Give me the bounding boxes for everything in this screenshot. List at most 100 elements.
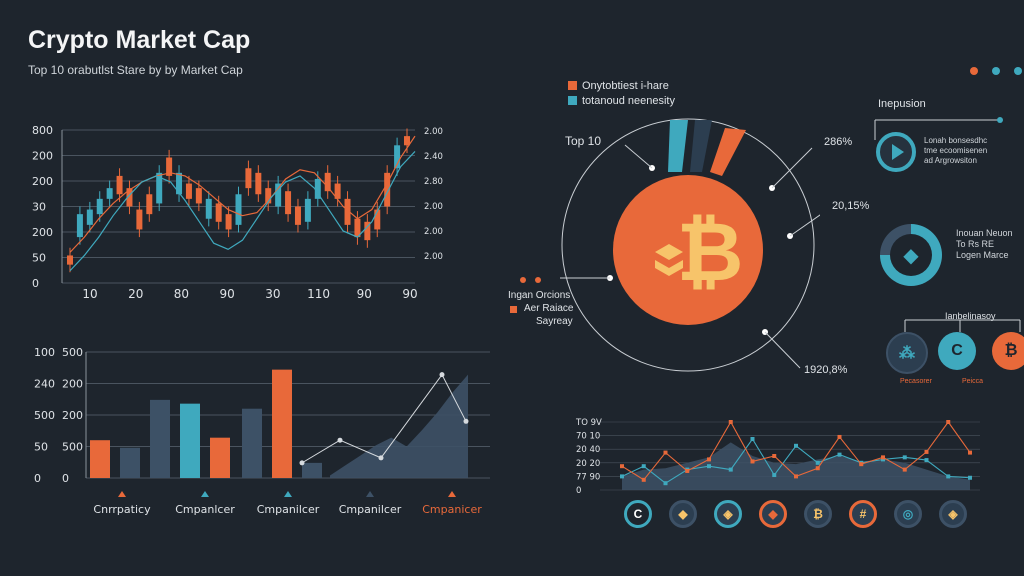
candle-body (215, 203, 222, 222)
y-tick-label-inner: 0 (62, 472, 69, 485)
x-tick-label: 90 (402, 287, 417, 301)
y-tick-label-outer: 100 (34, 346, 55, 359)
orange-series-point (794, 474, 798, 479)
orange-series-point (859, 462, 864, 467)
left-text-3: Sayreay (536, 316, 573, 327)
y-tick-label: 200 (32, 226, 53, 239)
teal-series-point (772, 473, 777, 478)
bottom-line-chart: TO 9V 70 10 20 40 20 20 77 90 0 (575, 418, 980, 496)
x-tick-label: Cmpanilcer (339, 503, 402, 516)
coin-icon[interactable]: ₿ (804, 500, 832, 528)
x-marker (284, 491, 292, 497)
y-tick-label: 0 (576, 486, 581, 496)
orange-series-point (946, 420, 951, 424)
orange-series-point (663, 450, 668, 455)
x-tick-label: 90 (220, 287, 235, 301)
play-icon (891, 144, 904, 160)
menu-dot-2[interactable] (992, 67, 1000, 75)
coin-row: C ◆ ◈ ◆ ₿ # ◎ ◈ (624, 500, 967, 528)
x-tick-label: 10 (82, 287, 97, 301)
teal-series-point (794, 443, 798, 448)
y-tick-label: 30 (32, 201, 46, 214)
area-series (622, 442, 970, 490)
tree-sublabel-2: Peicca (962, 378, 984, 385)
candle-body (255, 172, 262, 195)
orange-trend-line (69, 135, 416, 253)
x-marker (118, 491, 126, 497)
right-tick-label: 2.00 (424, 252, 443, 262)
x-marker (201, 491, 209, 497)
candle-body (136, 209, 143, 230)
orange-series-point (902, 467, 907, 472)
candle-body (176, 172, 183, 195)
overlay-point (463, 418, 469, 424)
play-button[interactable] (876, 132, 916, 172)
eth-text-line: To Rs RE (956, 239, 995, 249)
ethereum-donut: ◆ (880, 224, 942, 286)
teal-series-point (881, 457, 885, 462)
x-tick-label: 110 (307, 287, 330, 301)
x-tick-label: 20 (128, 287, 143, 301)
coin-icon[interactable]: ◎ (894, 500, 922, 528)
teal-series-point (620, 474, 624, 479)
y-tick-label: 200 (32, 150, 53, 163)
right-tick-label: 2.00 (424, 127, 443, 137)
candle-body (245, 168, 252, 189)
legend-item: totanoud neenesity (568, 93, 675, 108)
y-tick-label: 800 (32, 124, 53, 137)
candle-body (314, 178, 321, 199)
coin-icon[interactable]: # (849, 500, 877, 528)
coin-icon[interactable]: ◆ (669, 500, 697, 528)
orange-series-point (837, 434, 842, 439)
candle-body (195, 188, 202, 204)
candle-body (304, 198, 311, 222)
x-tick-label: Cmpanlcer (175, 503, 235, 516)
orange-series-point (924, 449, 929, 454)
bar (150, 399, 170, 478)
chain-icon[interactable]: ⁂ (886, 332, 928, 374)
orange-series-point (881, 455, 885, 460)
coin-icon[interactable]: ◆ (759, 500, 787, 528)
candle-body (334, 183, 341, 199)
y-tick-label: 0 (32, 277, 39, 290)
coin-icon[interactable]: ◈ (714, 500, 742, 528)
x-tick-label: Cmpanicer (422, 503, 482, 516)
candle-body (106, 188, 113, 199)
bar (302, 462, 322, 478)
bar (180, 403, 200, 478)
bar (210, 437, 230, 478)
menu-dot-3[interactable] (1014, 67, 1022, 75)
play-text-line: ad Argrowsiton (924, 156, 977, 165)
menu-dot-1[interactable] (970, 67, 978, 75)
x-tick-label: Cmpanilcer (257, 503, 320, 516)
candle-body (205, 198, 212, 219)
orange-series-point (641, 477, 646, 482)
candle-body (384, 172, 391, 207)
stack-icon-top (655, 244, 683, 260)
legend-swatch (568, 81, 577, 90)
candle-body (374, 209, 381, 230)
orange-series-point (707, 457, 711, 462)
candle-body (235, 194, 242, 225)
area-series (330, 374, 468, 478)
overlay-point (299, 460, 305, 466)
tree-sublabel-1: Pecasorer (900, 378, 932, 385)
bitcoin-small-icon[interactable]: ₿ (992, 332, 1024, 370)
overlay-point (378, 455, 384, 461)
y-tick-label: 70 10 (576, 432, 600, 442)
legend: Onytobtiest i-hare totanoud neenesity (568, 78, 675, 108)
x-tick-label: 80 (174, 287, 189, 301)
left-text-1: Ingan Orcions (508, 290, 571, 301)
page-subtitle: Top 10 orabutlst Stare by by Market Cap (28, 63, 243, 77)
overlay-point (337, 437, 343, 443)
orange-series-point (772, 454, 777, 458)
legend-item: Onytobtiest i-hare (568, 78, 675, 93)
coin-c-icon[interactable]: C (938, 332, 976, 370)
candle-body (294, 206, 301, 225)
y-tick-label-inner: 500 (62, 441, 83, 454)
candle-body (285, 191, 292, 215)
teal-segment (668, 120, 688, 172)
coin-icon[interactable]: C (624, 500, 652, 528)
market-share-donut: ₿ (560, 118, 820, 372)
coin-icon[interactable]: ◈ (939, 500, 967, 528)
